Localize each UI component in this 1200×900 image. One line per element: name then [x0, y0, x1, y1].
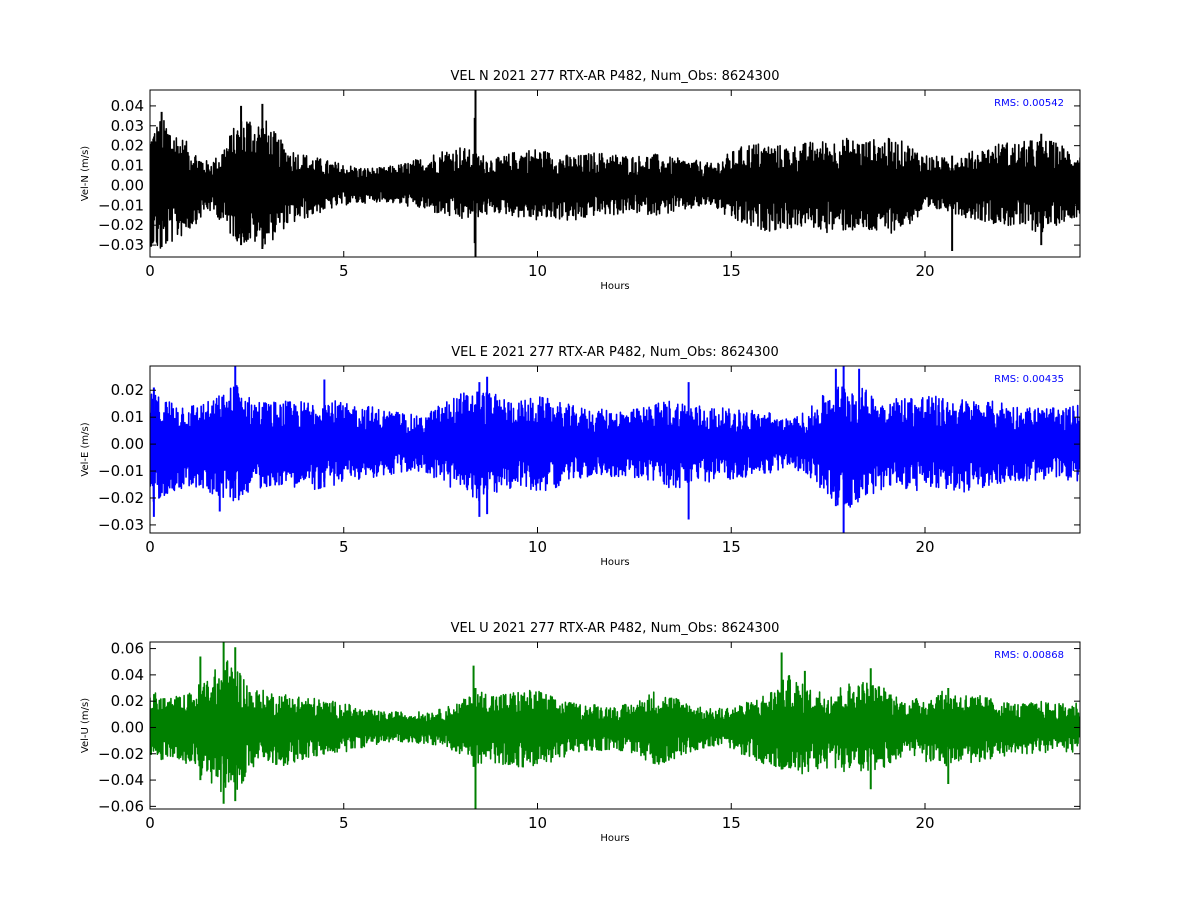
chart-north-title: VEL N 2021 277 RTX-AR P482, Num_Obs: 862… [451, 69, 780, 84]
chart-north-y-label: Vel-N (m/s) [80, 146, 91, 201]
chart-up-series-line [150, 660, 1080, 793]
chart-up-x-tick-label: 10 [528, 814, 547, 832]
chart-up-y-tick-label: −0.06 [98, 797, 144, 815]
chart-up: VEL U 2021 277 RTX-AR P482, Num_Obs: 862… [80, 621, 1081, 844]
chart-north: VEL N 2021 277 RTX-AR P482, Num_Obs: 862… [80, 69, 1081, 292]
chart-east-y-tick-label: −0.02 [98, 489, 144, 507]
chart-north-x-label: Hours [600, 281, 629, 292]
chart-north-x-tick-label: 0 [145, 262, 155, 280]
chart-up-title: VEL U 2021 277 RTX-AR P482, Num_Obs: 862… [451, 621, 780, 636]
chart-east-y-tick-label: −0.03 [98, 516, 144, 534]
chart-up-y-tick-label: 0.02 [111, 692, 144, 710]
chart-north-y-tick-label: 0.03 [111, 117, 144, 135]
chart-north-y-tick-label: −0.02 [98, 216, 144, 234]
chart-north-frame [149, 89, 1081, 258]
chart-north-y-tick-label: 0.01 [111, 157, 144, 175]
chart-up-rms-annotation: RMS: 0.00868 [994, 650, 1064, 661]
chart-up-x-tick-label: 5 [339, 814, 349, 832]
chart-east-title: VEL E 2021 277 RTX-AR P482, Num_Obs: 862… [451, 345, 778, 360]
chart-east-y-tick-label: −0.01 [98, 462, 144, 480]
chart-east-x-tick-label: 0 [145, 538, 155, 556]
chart-east: VEL E 2021 277 RTX-AR P482, Num_Obs: 862… [80, 345, 1081, 568]
chart-up-x-tick-label: 0 [145, 814, 155, 832]
chart-up-y-tick-label: 0.04 [111, 666, 144, 684]
chart-north-y-tick-label: 0.02 [111, 137, 144, 155]
chart-east-x-tick-label: 10 [528, 538, 547, 556]
chart-east-rms-annotation: RMS: 0.00435 [994, 374, 1064, 385]
chart-up-x-label: Hours [600, 833, 629, 844]
chart-east-x-label: Hours [600, 557, 629, 568]
chart-north-rms-annotation: RMS: 0.00542 [994, 98, 1064, 109]
chart-north-y-tick-label: 0.04 [111, 97, 144, 115]
chart-north-x-tick-label: 15 [722, 262, 741, 280]
chart-east-y-tick-label: 0.01 [111, 408, 144, 426]
chart-north-series-line [150, 120, 1080, 249]
chart-east-x-tick-label: 5 [339, 538, 349, 556]
chart-up-y-tick-label: 0.00 [111, 718, 144, 736]
chart-up-y-tick-label: −0.04 [98, 771, 144, 789]
chart-north-y-tick-label: 0.00 [111, 176, 144, 194]
chart-east-frame [149, 365, 1081, 534]
chart-north-x-tick-label: 10 [528, 262, 547, 280]
chart-north-y-tick-label: −0.03 [98, 236, 144, 254]
chart-east-x-tick-label: 20 [915, 538, 934, 556]
chart-east-y-tick-label: 0.00 [111, 435, 144, 453]
chart-east-x-tick-label: 15 [722, 538, 741, 556]
chart-north-y-tick-label: −0.01 [98, 196, 144, 214]
chart-up-y-tick-label: −0.02 [98, 745, 144, 763]
chart-east-series-line [150, 385, 1080, 508]
chart-east-y-tick-label: 0.02 [111, 381, 144, 399]
chart-up-x-tick-label: 20 [915, 814, 934, 832]
chart-up-y-label: Vel-U (m/s) [80, 698, 91, 753]
chart-up-y-tick-label: 0.06 [111, 640, 144, 658]
chart-up-frame [149, 641, 1081, 810]
chart-north-x-tick-label: 20 [915, 262, 934, 280]
chart-up-x-tick-label: 15 [722, 814, 741, 832]
chart-east-y-label: Vel-E (m/s) [80, 422, 91, 476]
chart-north-x-tick-label: 5 [339, 262, 349, 280]
